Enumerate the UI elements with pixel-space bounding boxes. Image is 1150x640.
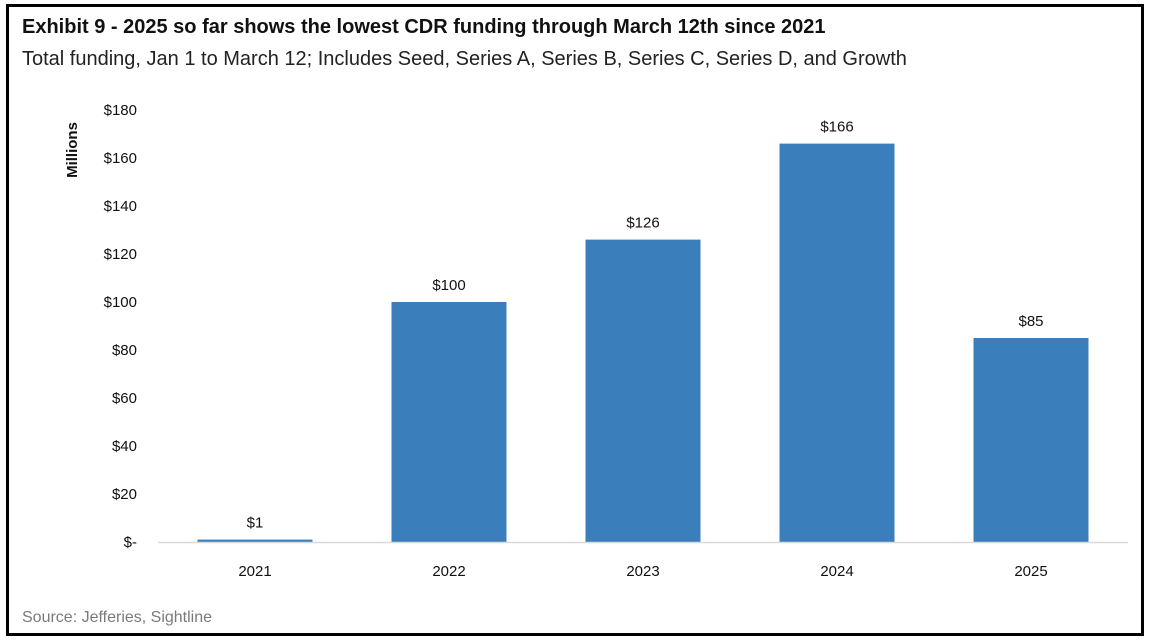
y-tick-label: $140 [104,198,137,215]
chart-title: Exhibit 9 - 2025 so far shows the lowest… [22,16,826,38]
data-label-2021: $1 [247,515,264,532]
bar-2025 [973,338,1089,542]
y-tick-label: $80 [112,342,137,359]
data-labels: $1 $100 $126 $166 $85 [247,119,1044,532]
y-axis-label: Millions [64,122,81,178]
y-axis-ticks: $- $20 $40 $60 $80 $100 $120 $140 $160 $180 [104,102,137,551]
x-tick-label-2024: 2024 [820,563,853,580]
chart-subtitle: Total funding, Jan 1 to March 12; Includ… [22,48,907,70]
y-tick-label: $100 [104,294,137,311]
y-tick-label: $60 [112,390,137,407]
data-label-2025: $85 [1018,313,1043,330]
bar-2021 [197,539,313,542]
data-label-2022: $100 [432,277,465,294]
y-tick-label: $- [124,534,137,551]
x-tick-label-2025: 2025 [1014,563,1047,580]
source-note: Source: Jefferies, Sightline [22,609,213,626]
data-label-2023: $126 [626,215,659,232]
bar-2024 [779,143,895,542]
bar-2022 [391,302,507,542]
y-tick-label: $180 [104,102,137,119]
x-tick-label-2022: 2022 [432,563,465,580]
bar-2023 [585,239,701,542]
x-tick-label-2021: 2021 [238,563,271,580]
y-tick-label: $120 [104,246,137,263]
x-tick-label-2023: 2023 [626,563,659,580]
y-tick-label: $40 [112,438,137,455]
chart-frame [6,4,1144,636]
bars [197,143,1089,542]
y-tick-label: $160 [104,150,137,167]
data-label-2024: $166 [820,119,853,136]
x-axis-categories: 2021 2022 2023 2024 2025 [238,563,1047,580]
y-tick-label: $20 [112,486,137,503]
